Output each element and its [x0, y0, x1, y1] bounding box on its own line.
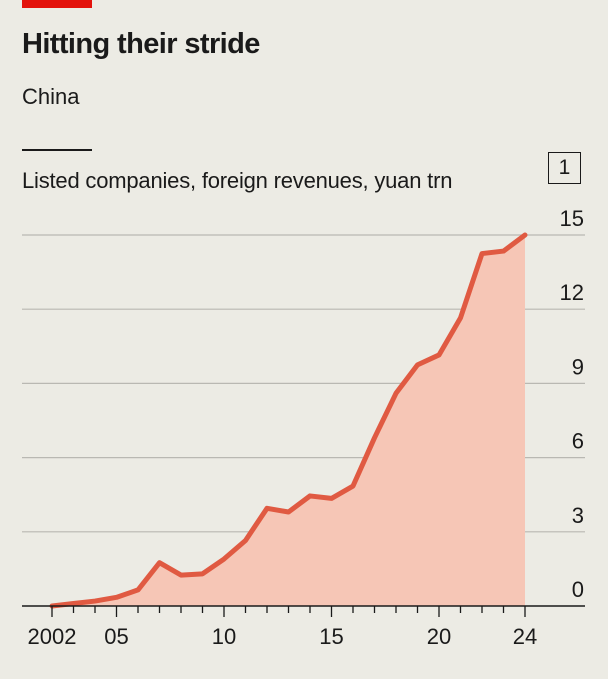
y-tick-label-0: 0	[572, 577, 584, 602]
series-line	[49, 232, 528, 609]
y-tick-label-9: 9	[572, 354, 584, 379]
x-tick-label-24: 24	[513, 624, 537, 649]
chart-description: Listed companies, foreign revenues, yuan…	[22, 168, 453, 193]
chart-title: Hitting their stride	[22, 28, 260, 60]
x-tick-label-2002: 2002	[28, 624, 77, 649]
y-tick-label-15: 15	[560, 206, 584, 231]
series-area	[52, 235, 525, 606]
y-tick-label-6: 6	[572, 429, 584, 454]
y-tick-label-12: 12	[560, 280, 584, 305]
x-tick-label-10: 10	[212, 624, 236, 649]
chart-subtitle: China	[22, 84, 80, 109]
brand-accent-tab	[22, 0, 92, 8]
header-rule	[22, 149, 92, 151]
x-tick-label-15: 15	[319, 624, 343, 649]
y-tick-label-3: 3	[572, 503, 584, 528]
x-tick-label-20: 20	[427, 624, 451, 649]
x-tick-label-05: 05	[104, 624, 128, 649]
chart-number-badge: 1	[548, 152, 581, 184]
